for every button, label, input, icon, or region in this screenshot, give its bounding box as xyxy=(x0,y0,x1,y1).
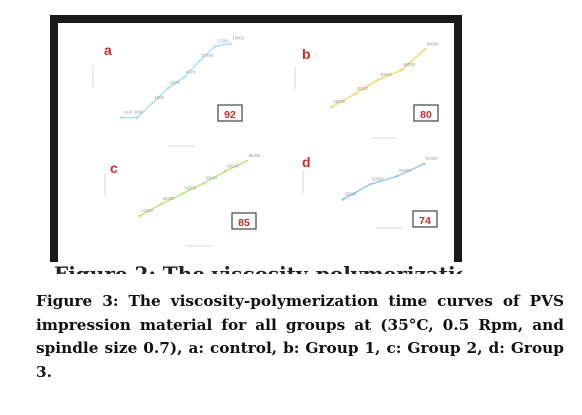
data-label-d-1: 25000 xyxy=(345,191,357,196)
axis-title-smudge-x xyxy=(371,137,397,139)
panel-letter-a: a xyxy=(104,42,112,58)
score-badge-box-c xyxy=(231,212,257,230)
data-label-a-3: 1650 xyxy=(155,95,165,100)
score-badge-box-a xyxy=(217,104,243,122)
axis-title-smudge-x xyxy=(376,227,403,229)
data-label-a-7: 17300 xyxy=(217,38,229,43)
data-label-a-8: 18000 xyxy=(232,36,244,41)
data-label-b-1: 28000 xyxy=(333,99,345,104)
data-point-d-4 xyxy=(422,162,426,166)
data-point-c-5 xyxy=(223,170,227,173)
data-point-c-2 xyxy=(159,202,163,206)
data-label-a-1: 1440 1600 xyxy=(124,110,144,115)
panel-letter-b: b xyxy=(302,46,311,62)
data-label-b-5: 80000 xyxy=(427,41,439,46)
data-label-c-5: 68100 xyxy=(227,163,239,168)
data-label-c-1: 14300 xyxy=(141,208,153,213)
data-label-b-4: 60000 xyxy=(403,62,415,67)
data-label-c-4: 53600 xyxy=(206,175,218,180)
axis-title-smudge-y xyxy=(294,67,296,89)
data-point-b-4 xyxy=(400,68,403,72)
data-point-a-4 xyxy=(166,86,170,90)
series-line-b xyxy=(330,48,426,108)
data-label-b-2: 30000 xyxy=(357,86,369,91)
data-point-a-5 xyxy=(182,75,186,79)
data-label-a-6: 57298 xyxy=(201,53,213,58)
axis-title-smudge-x xyxy=(185,245,212,247)
data-point-d-3 xyxy=(395,174,399,178)
axis-title-smudge-y xyxy=(302,171,304,193)
clipped-previous-caption: Figure 2: The viscosity-polymerization t… xyxy=(54,262,462,274)
score-badge-box-d xyxy=(412,210,438,228)
panel-letter-c: c xyxy=(110,160,118,176)
figure-panel: a 1440 1600 1650 2278 4378 57298 17300 18000 92 b… xyxy=(58,23,454,270)
series-line-d xyxy=(342,163,425,201)
data-point-b-2 xyxy=(353,92,356,96)
data-label-a-5: 4378 xyxy=(186,69,196,74)
data-label-d-3: 65000 xyxy=(399,168,411,173)
data-point-a-6 xyxy=(198,59,201,63)
data-point-b-5 xyxy=(423,48,426,51)
data-label-a-4: 2278 xyxy=(170,80,180,85)
data-label-c-3: 38000 xyxy=(184,186,196,191)
data-point-a-1 xyxy=(120,116,123,119)
score-badge-text-a: 92 xyxy=(224,109,236,121)
data-point-d-2 xyxy=(368,183,372,186)
data-point-a-2 xyxy=(135,116,139,119)
score-badge-box-b xyxy=(413,104,439,122)
data-label-b-3: 40000 xyxy=(380,72,392,77)
data-point-c-3 xyxy=(180,192,184,196)
data-label-c-6: 85300 xyxy=(249,153,261,158)
score-badge-text-d: 74 xyxy=(419,215,431,227)
data-point-b-3 xyxy=(376,78,380,82)
data-point-a-3 xyxy=(151,101,154,105)
series-line-a xyxy=(121,43,231,119)
data-point-a-7 xyxy=(213,45,217,48)
data-point-b-1 xyxy=(330,105,333,109)
figure-frame: a 1440 1600 1650 2278 4378 57298 17300 18000 92 b… xyxy=(50,15,462,270)
axis-title-smudge-y xyxy=(104,173,106,196)
data-label-d-4: 87300 xyxy=(426,156,438,161)
series-line-c xyxy=(139,160,247,217)
axis-title-smudge-x xyxy=(169,145,195,147)
axis-title-smudge-y xyxy=(92,65,94,88)
score-badge-text-c: 85 xyxy=(238,217,250,229)
clipped-caption-strip: Figure 2: The viscosity-polymerization t… xyxy=(50,262,462,274)
figure-caption: Figure 3: The viscosity-polymerization t… xyxy=(36,292,564,381)
data-point-a-8 xyxy=(229,42,232,46)
score-badge-text-b: 80 xyxy=(420,109,432,121)
panel-letter-d: d xyxy=(302,154,311,170)
data-point-c-6 xyxy=(245,159,248,163)
data-point-d-1 xyxy=(341,198,345,201)
data-label-c-2: 26600 xyxy=(163,196,175,201)
data-label-d-2: 52000 xyxy=(372,176,384,181)
data-point-c-1 xyxy=(138,214,141,218)
data-point-c-4 xyxy=(202,181,206,185)
